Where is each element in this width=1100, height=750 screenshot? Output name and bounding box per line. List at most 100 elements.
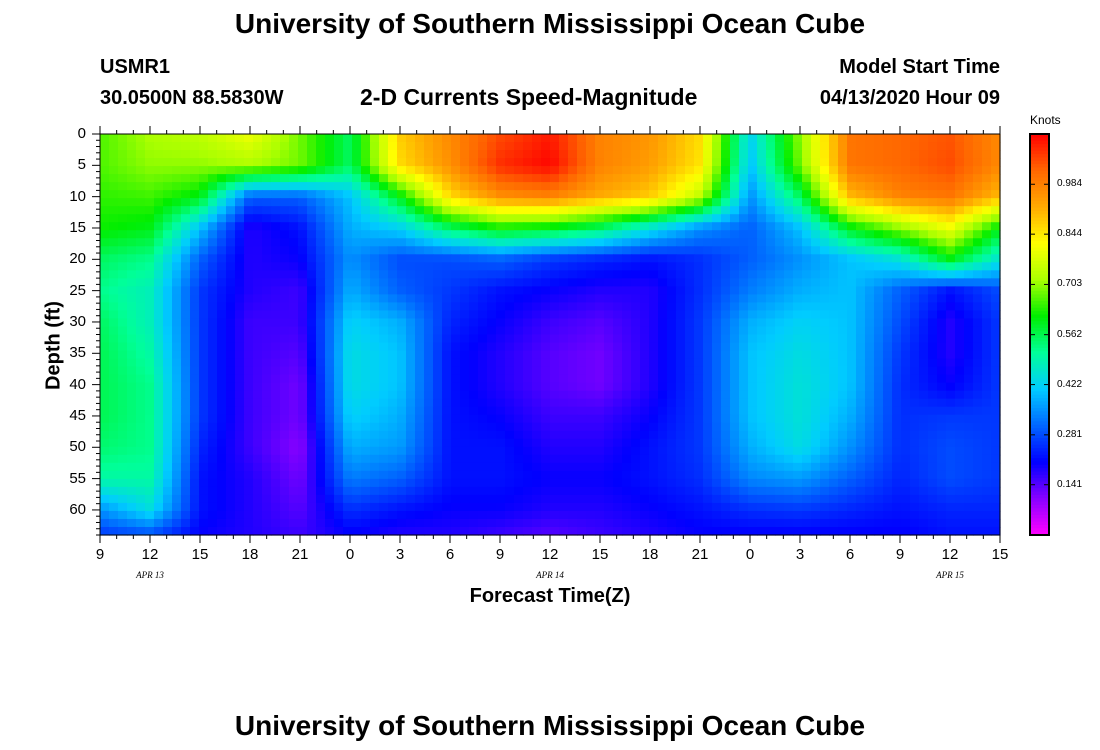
heatmap-cell xyxy=(496,246,506,255)
heatmap-cell xyxy=(865,462,875,472)
heatmap-cell xyxy=(793,270,803,279)
heatmap-cell xyxy=(136,414,146,424)
heatmap-cell xyxy=(505,238,515,247)
heatmap-cell xyxy=(865,358,875,368)
heatmap-cell xyxy=(190,350,200,360)
heatmap-cell xyxy=(631,446,641,456)
heatmap-cell xyxy=(316,222,326,231)
heatmap-cell xyxy=(451,510,461,520)
heatmap-cell xyxy=(280,374,290,384)
heatmap-cell xyxy=(955,230,965,239)
heatmap-cell xyxy=(721,334,731,344)
heatmap-cell xyxy=(163,438,173,448)
heatmap-cell xyxy=(406,350,416,360)
heatmap-cell xyxy=(307,134,317,143)
heatmap-cell xyxy=(676,414,686,424)
heatmap-cell xyxy=(829,374,839,384)
heatmap-cell xyxy=(928,206,938,215)
heatmap-cell xyxy=(415,214,425,223)
heatmap-cell xyxy=(244,374,254,384)
heatmap-cell xyxy=(370,230,380,239)
heatmap-cell xyxy=(757,158,767,167)
heatmap-cell xyxy=(469,430,479,440)
heatmap-cell xyxy=(649,190,659,199)
heatmap-cell xyxy=(235,438,245,448)
heatmap-cell xyxy=(325,350,335,360)
heatmap-cell xyxy=(172,206,182,215)
heatmap-cell xyxy=(703,262,713,271)
heatmap-cell xyxy=(811,374,821,384)
heatmap-cell xyxy=(541,206,551,215)
heatmap-cell xyxy=(316,206,326,215)
heatmap-cell xyxy=(919,478,929,488)
heatmap-cell xyxy=(658,326,668,336)
heatmap-cell xyxy=(577,142,587,151)
heatmap-cell xyxy=(811,518,821,528)
heatmap-cell xyxy=(550,150,560,159)
heatmap-cell xyxy=(379,238,389,247)
heatmap-cell xyxy=(829,326,839,336)
heatmap-cell xyxy=(325,414,335,424)
heatmap-cell xyxy=(388,166,398,175)
heatmap-cell xyxy=(226,206,236,215)
heatmap-cell xyxy=(217,190,227,199)
heatmap-cell xyxy=(901,478,911,488)
heatmap-cell xyxy=(694,422,704,432)
heatmap-cell xyxy=(667,414,677,424)
heatmap-cell xyxy=(748,150,758,159)
heatmap-cell xyxy=(955,342,965,352)
heatmap-cell xyxy=(991,438,1001,448)
heatmap-cell xyxy=(757,206,767,215)
heatmap-cell xyxy=(721,342,731,352)
heatmap-cell xyxy=(298,382,308,392)
heatmap-cell xyxy=(100,494,110,504)
heatmap-cell xyxy=(721,374,731,384)
heatmap-cell xyxy=(334,166,344,175)
heatmap-cell xyxy=(550,398,560,408)
heatmap-cell xyxy=(712,222,722,231)
heatmap-cell xyxy=(793,350,803,360)
heatmap-cell xyxy=(748,214,758,223)
heatmap-cell xyxy=(712,398,722,408)
heatmap-cell xyxy=(928,374,938,384)
heatmap-cell xyxy=(550,462,560,472)
heatmap-cell xyxy=(865,302,875,312)
heatmap-cell xyxy=(433,494,443,504)
heatmap-cell xyxy=(469,366,479,376)
heatmap-cell xyxy=(145,406,155,416)
heatmap-cell xyxy=(757,166,767,175)
heatmap-cell xyxy=(298,318,308,328)
heatmap-cell xyxy=(649,334,659,344)
heatmap-cell xyxy=(307,374,317,384)
heatmap-cell xyxy=(838,334,848,344)
heatmap-cell xyxy=(154,206,164,215)
heatmap-cell xyxy=(514,430,524,440)
heatmap-cell xyxy=(280,494,290,504)
heatmap-cell xyxy=(658,446,668,456)
heatmap-cell xyxy=(694,350,704,360)
heatmap-cell xyxy=(874,454,884,464)
heatmap-cell xyxy=(496,422,506,432)
heatmap-cell xyxy=(640,470,650,480)
heatmap-cell xyxy=(136,254,146,263)
heatmap-cell xyxy=(676,174,686,183)
heatmap-cell xyxy=(523,318,533,328)
heatmap-cell xyxy=(379,246,389,255)
heatmap-cell xyxy=(181,342,191,352)
heatmap-cell xyxy=(307,230,317,239)
heatmap-cell xyxy=(937,470,947,480)
heatmap-cell xyxy=(946,286,956,295)
heatmap-cell xyxy=(388,446,398,456)
heatmap-cell xyxy=(469,518,479,528)
heatmap-cell xyxy=(316,326,326,336)
heatmap-cell xyxy=(514,310,524,320)
heatmap-cell xyxy=(199,326,209,336)
heatmap-cell xyxy=(460,510,470,520)
heatmap-cell xyxy=(910,166,920,175)
heatmap-cell xyxy=(469,142,479,151)
heatmap-cell xyxy=(685,478,695,488)
heatmap-cell xyxy=(235,382,245,392)
heatmap-cell xyxy=(883,134,893,143)
heatmap-cell xyxy=(865,278,875,287)
heatmap-cell xyxy=(604,510,614,520)
